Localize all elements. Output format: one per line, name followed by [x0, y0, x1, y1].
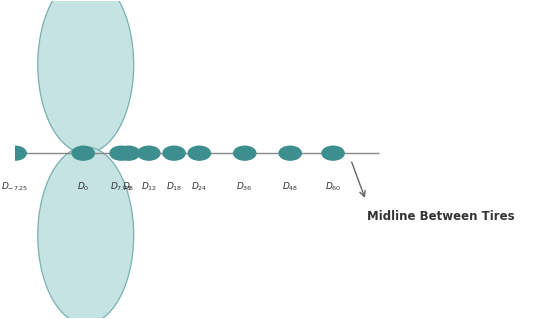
Ellipse shape	[118, 146, 140, 160]
Ellipse shape	[4, 146, 26, 160]
Text: $D_{7.75}$: $D_{7.75}$	[110, 180, 132, 193]
Ellipse shape	[188, 146, 210, 160]
Ellipse shape	[110, 146, 132, 160]
Ellipse shape	[72, 146, 94, 160]
Text: $D_{8}$: $D_{8}$	[122, 180, 135, 193]
Ellipse shape	[163, 146, 185, 160]
Ellipse shape	[322, 146, 344, 160]
Text: $D_{12}$: $D_{12}$	[141, 180, 157, 193]
Ellipse shape	[138, 146, 160, 160]
Text: $D_{0}$: $D_{0}$	[77, 180, 89, 193]
Text: $D_{60}$: $D_{60}$	[325, 180, 341, 193]
Ellipse shape	[279, 146, 301, 160]
Text: $D_{24}$: $D_{24}$	[191, 180, 208, 193]
Text: $D_{48}$: $D_{48}$	[282, 180, 299, 193]
Ellipse shape	[38, 147, 134, 319]
Ellipse shape	[38, 0, 134, 153]
Text: Midline Between Tires: Midline Between Tires	[367, 210, 515, 223]
Text: $D_{18}$: $D_{18}$	[166, 180, 182, 193]
Text: $D_{-7.25}$: $D_{-7.25}$	[2, 180, 29, 193]
Text: $D_{36}$: $D_{36}$	[236, 180, 253, 193]
Ellipse shape	[234, 146, 256, 160]
